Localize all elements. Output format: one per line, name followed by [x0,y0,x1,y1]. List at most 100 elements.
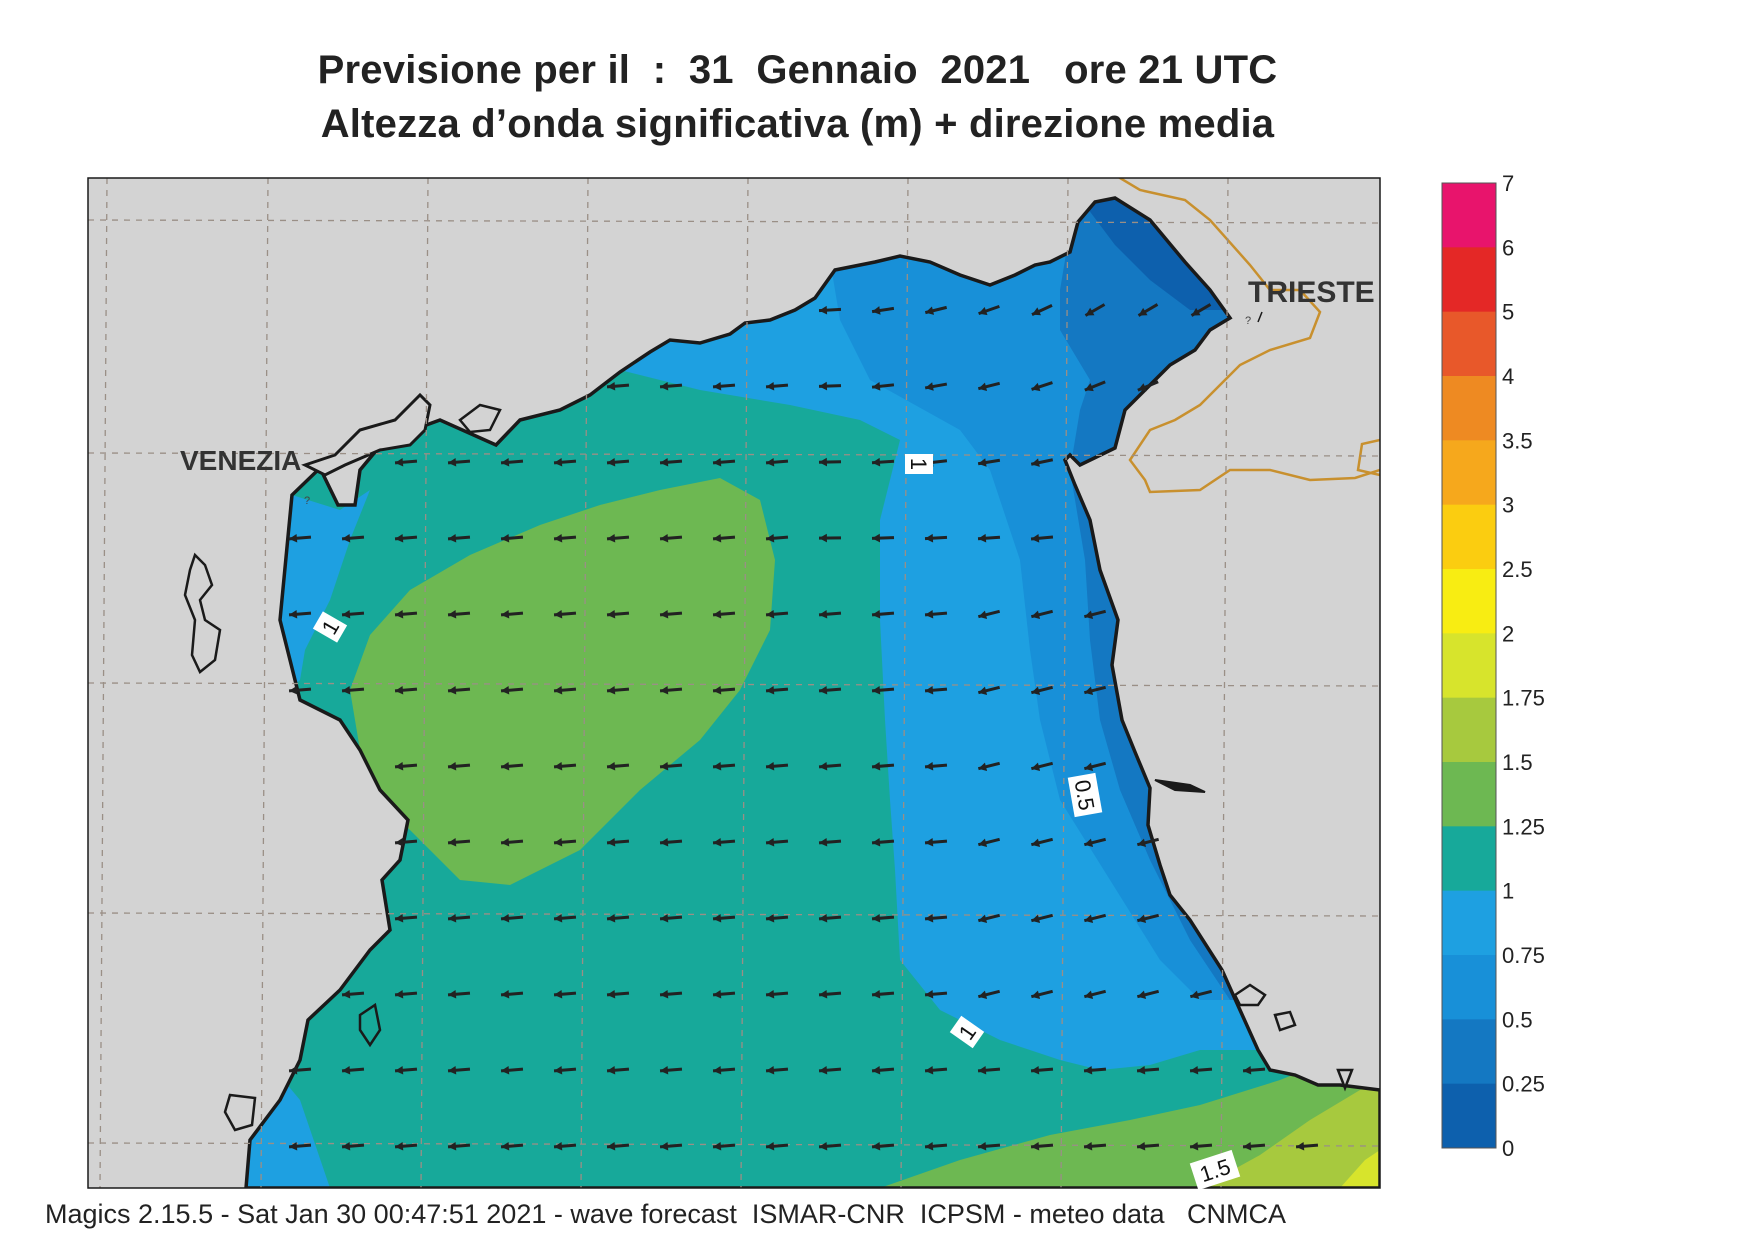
wave-direction-arrowhead [554,1065,563,1075]
trieste-label: TRIESTE [1248,276,1375,309]
wave-direction-arrowhead [819,761,828,771]
colorbar-frame [1441,182,1497,1149]
wave-direction-arrowhead [1031,838,1041,847]
wave-direction-arrowhead [766,913,775,923]
wave-direction-arrowhead [872,533,881,543]
wave-direction-arrowhead [1031,990,1041,999]
wave-direction-arrowhead [660,1065,669,1075]
colorbar-tick-label: 3.5 [1502,428,1533,453]
wave-direction-arrowhead [978,1065,987,1075]
wave-direction-arrowhead [766,1065,775,1075]
contour-label: 1 [905,454,933,474]
footer-credits: Magics 2.15.5 - Sat Jan 30 00:47:51 2021… [45,1199,1287,1229]
wave-direction-arrowhead [1084,838,1094,847]
wave-direction-arrowhead [289,1065,298,1075]
colorbar-tick-label: 3 [1502,493,1514,518]
svg-text:1: 1 [906,458,931,470]
colorbar-tick-label: 1.75 [1502,686,1545,711]
wave-direction-arrowhead [872,685,881,695]
wave-direction-arrowhead [872,306,881,315]
wave-direction-arrowhead [1085,307,1095,316]
wave-direction-arrowhead [872,457,881,467]
wave-direction-arrowhead [1084,1141,1093,1151]
colorbar-swatch [1442,697,1496,763]
wave-direction-arrowhead [607,685,616,695]
wave-direction-arrowhead [819,457,828,467]
wave-direction-arrowhead [1084,914,1094,923]
wave-direction-arrowhead [1031,610,1041,619]
wave-direction-arrowhead [448,913,457,923]
wave-direction-arrowhead [819,685,828,695]
wave-direction-arrowhead [872,382,881,391]
wave-direction-arrowhead [819,913,828,923]
wave-direction-arrowhead [607,913,616,923]
wave-direction-arrowhead [660,685,669,695]
wave-direction-arrowhead [395,989,404,999]
wave-direction-arrowhead [342,1141,351,1151]
wave-direction-arrowhead [342,685,351,695]
colorbar-swatch [1442,569,1496,634]
wave-direction-arrowhead [713,381,722,391]
wave-direction-arrowhead [713,913,722,923]
wave-direction-arrowhead [607,533,616,543]
colorbar-tick-label: 7 [1502,171,1514,196]
wave-direction-arrowhead [1243,1065,1252,1075]
wave-direction-arrowhead [713,457,722,467]
wave-direction-arrowhead [978,990,988,999]
colorbar-swatch [1442,955,1496,1020]
wave-direction-arrowhead [925,306,935,315]
wave-direction-arrowhead [1031,307,1041,316]
wave-direction-arrowhead [1137,914,1147,923]
wave-direction-arrowhead [1031,1065,1040,1075]
wave-direction-arrowhead [448,1141,457,1151]
wave-direction-arrowhead [1137,990,1147,999]
wave-direction-arrowhead [978,838,988,847]
wave-direction-arrowhead [1031,533,1040,543]
colorbar-tick-label: 1.5 [1502,750,1533,775]
wave-direction-arrowhead [395,457,404,467]
wave-direction-arrowhead [1031,686,1041,695]
wave-direction-arrowhead [660,761,669,771]
wave-direction-arrows [288,303,1319,1151]
wave-direction-arrowhead [978,686,988,695]
wave-direction-arrowhead [1084,990,1094,999]
city-marker-trieste: ? [1245,315,1251,327]
wave-direction-arrowhead [925,609,934,619]
wave-direction-arrowhead [660,609,669,619]
wave-direction-arrowhead [925,1065,934,1075]
wave-direction-arrowhead [395,1141,404,1151]
wave-direction-arrowhead [448,1065,457,1075]
wave-direction-arrowhead [925,685,934,695]
wave-direction-arrowhead [501,533,510,543]
colorbar-tick-label: 2.5 [1502,557,1533,582]
wave-direction-arrowhead [342,533,351,543]
wave-direction-arrowhead [660,837,669,847]
map-frame [87,177,1381,1189]
wave-direction-arrowhead [448,533,457,543]
wave-direction-arrowhead [925,382,934,391]
colorbar-tick-label: 5 [1502,300,1514,325]
wave-direction-arrowhead [872,1141,881,1151]
map-subtitle: Altezza d’onda significativa (m) + direz… [320,102,1275,146]
wave-direction-arrowhead [872,913,881,923]
wave-direction-arrowhead [395,913,404,923]
wave-direction-arrowhead [766,989,775,999]
wave-direction-arrowhead [554,685,563,695]
wave-direction-arrowhead [978,610,988,619]
colorbar-tick-label: 1.25 [1502,814,1545,839]
wave-direction-arrowhead [1084,610,1094,619]
wave-direction-arrowhead [501,457,510,467]
wave-direction-arrowhead [607,837,616,847]
colorbar-swatch [1442,1019,1496,1085]
wave-direction-arrowhead [395,609,404,619]
wave-direction-arrowhead [448,837,457,847]
colorbar-tick-label: 0 [1502,1136,1514,1161]
wave-direction-arrowhead [554,761,563,771]
wave-direction-arrowhead [766,761,775,771]
wave-direction-arrowhead [978,533,987,543]
wave-direction-arrowhead [1031,458,1040,467]
venezia-label: VENEZIA [180,445,301,476]
wave-direction-arrowhead [1031,762,1041,771]
wave-direction-arrowhead [819,609,828,619]
wave-direction-arrowhead [978,1141,987,1151]
